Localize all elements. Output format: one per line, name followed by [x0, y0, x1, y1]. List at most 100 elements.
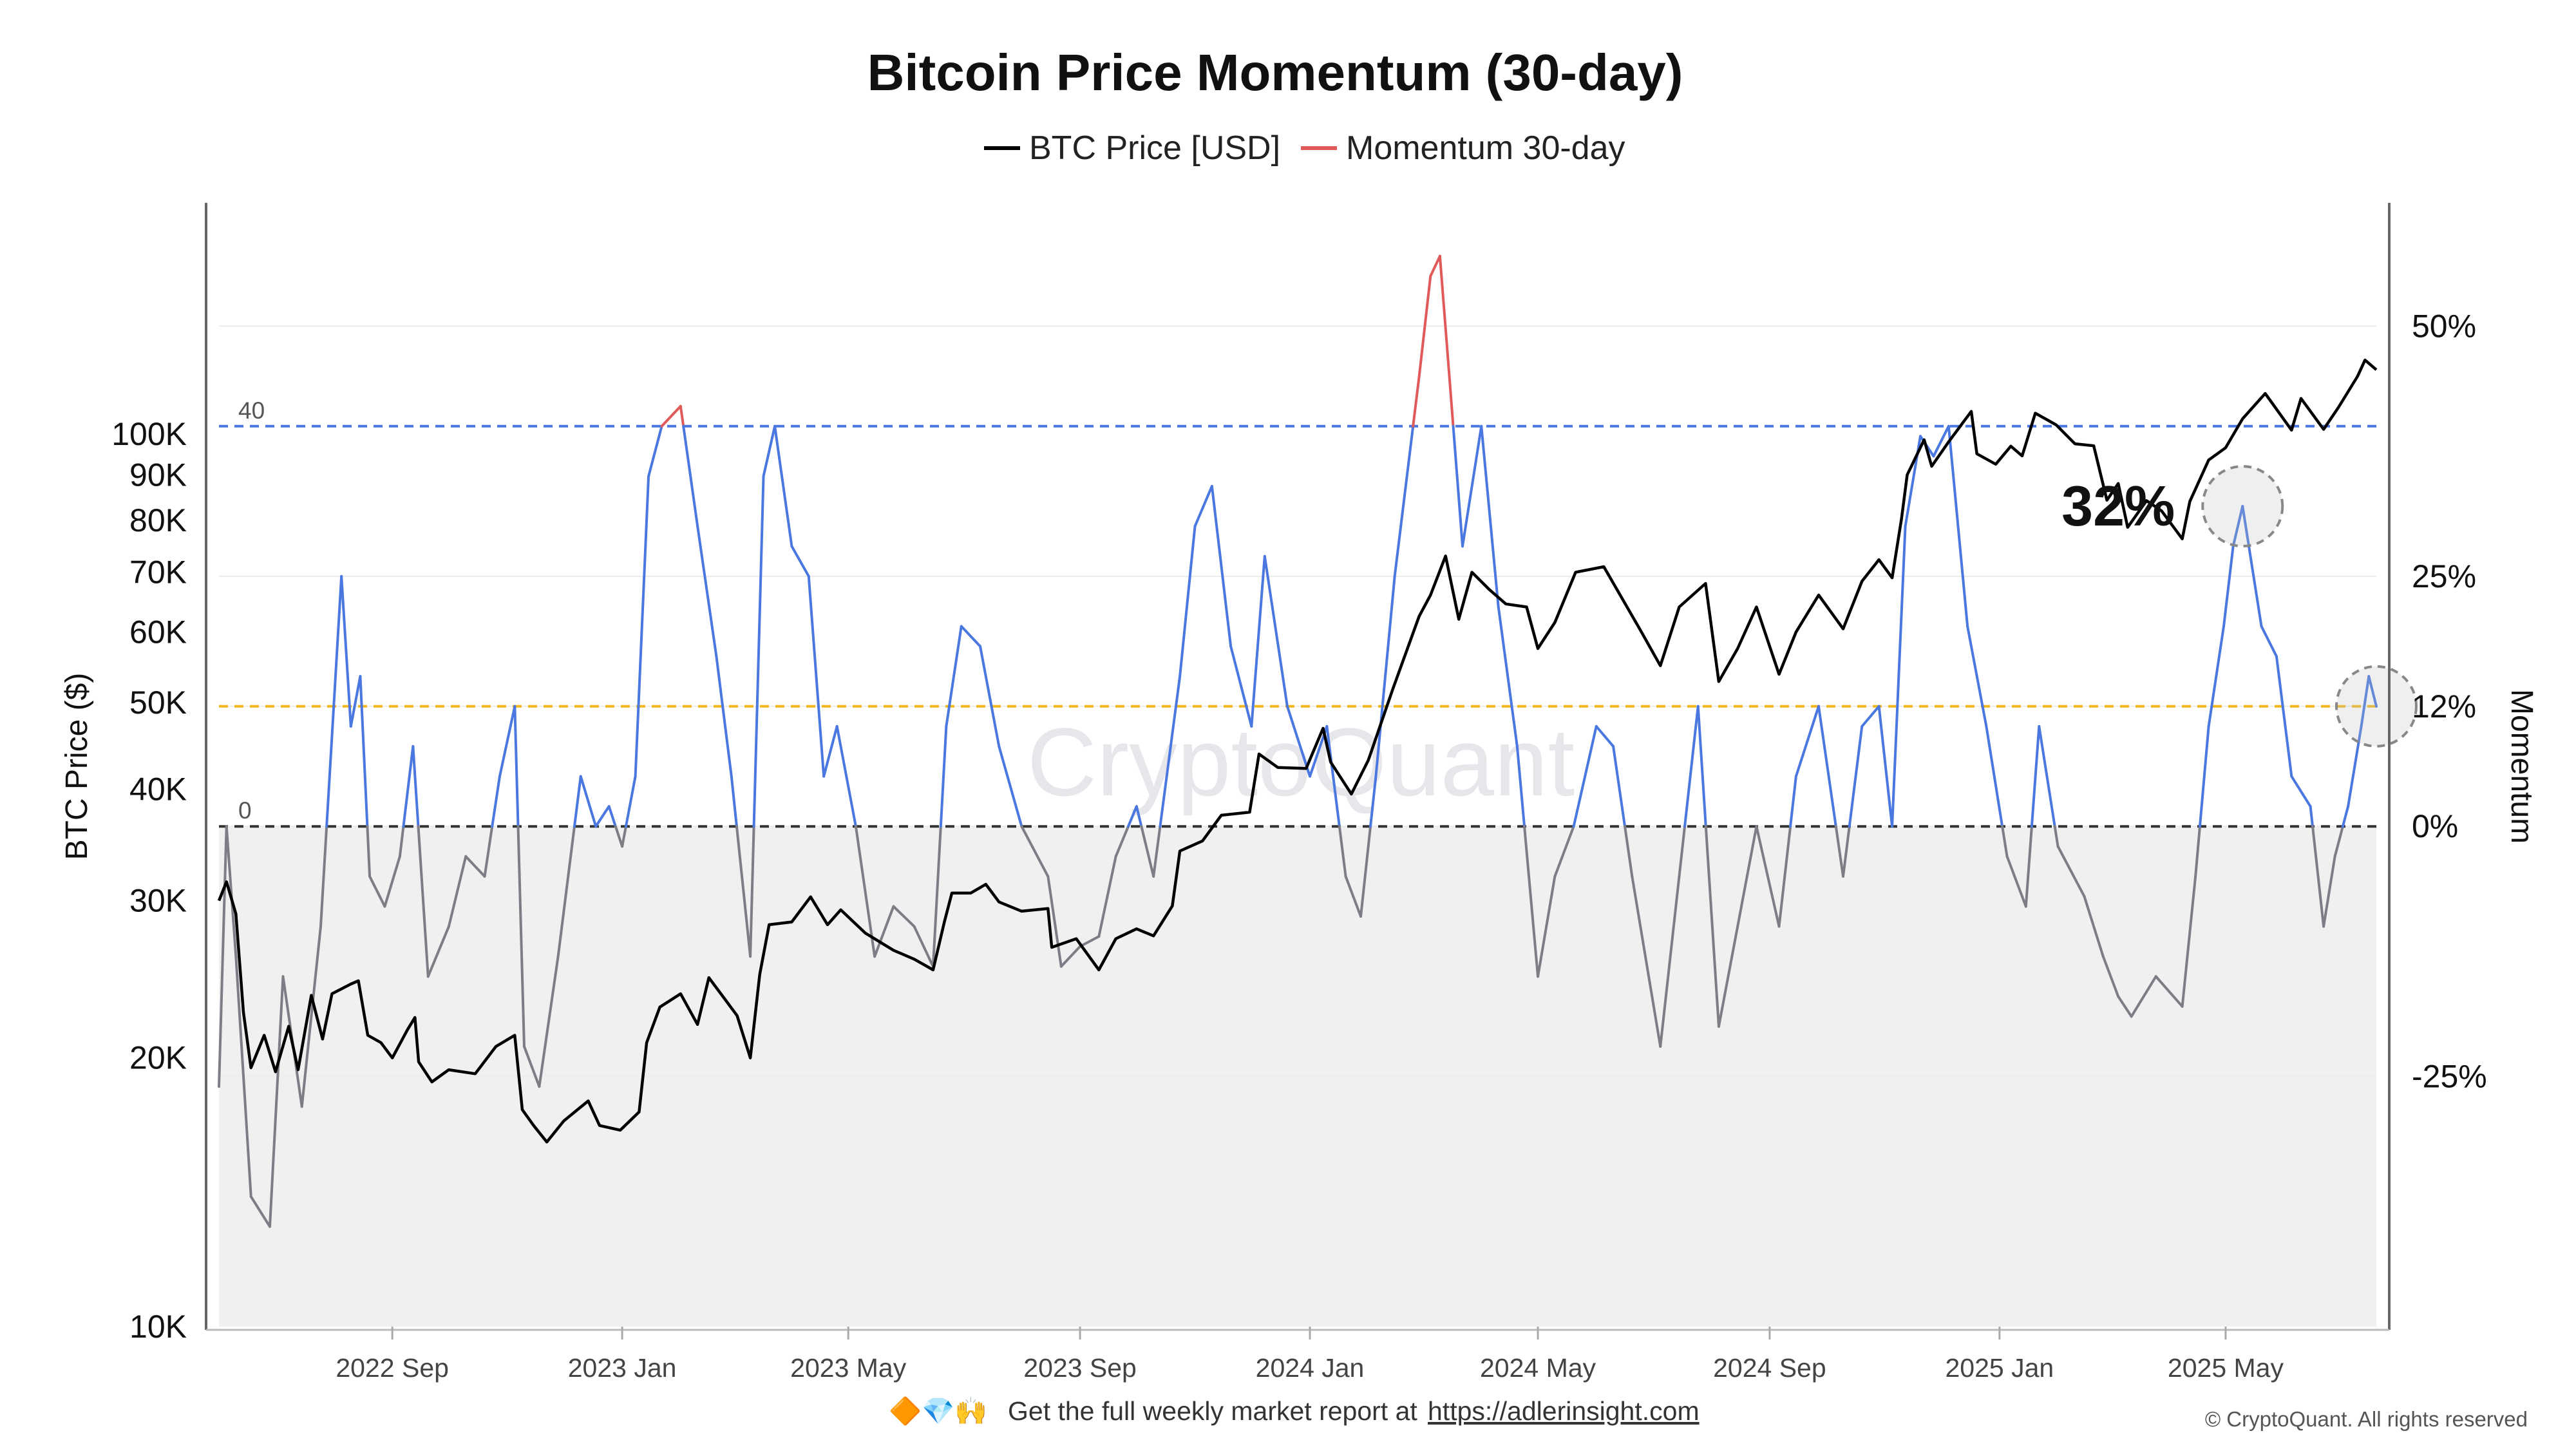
- momentum-segment: [1135, 805, 1143, 828]
- momentum-segment: [1452, 424, 1464, 548]
- momentum-segment: [660, 404, 682, 428]
- momentum-segment: [749, 825, 755, 958]
- momentum-segment: [2207, 625, 2226, 728]
- momentum-segment: [2181, 875, 2197, 1008]
- momentum-segment: [1229, 645, 1253, 728]
- momentum-segment: [2309, 805, 2315, 828]
- momentum-segment: [426, 925, 450, 978]
- chart-title: Bitcoin Price Momentum (30-day): [867, 44, 1683, 101]
- left-tick-label: 40K: [129, 771, 187, 807]
- legend-momentum-label: Momentum 30-day: [1346, 129, 1625, 167]
- momentum-segment: [1159, 675, 1182, 828]
- momentum-segment: [513, 705, 520, 828]
- momentum-segment: [1932, 424, 1950, 458]
- momentum-segment: [1861, 705, 1880, 728]
- momentum-segment: [1497, 605, 1519, 748]
- momentum-segment: [349, 675, 362, 728]
- momentum-segment: [1059, 945, 1082, 968]
- momentum-segment: [1595, 724, 1615, 748]
- momentum-segment: [2024, 825, 2033, 908]
- x-tick-label: 2022 Sep: [336, 1353, 449, 1383]
- x-tick-label: 2025 May: [2168, 1353, 2284, 1383]
- momentum-segment: [1891, 525, 1907, 828]
- price-line: [217, 358, 2378, 1144]
- momentum-segment: [1140, 825, 1155, 878]
- x-tick-label: 2025 Jan: [1945, 1353, 2054, 1383]
- momentum-segment: [1985, 724, 2004, 828]
- momentum-segment: [225, 825, 238, 958]
- momentum-segment: [2005, 855, 2027, 908]
- momentum-segment: [1683, 705, 1700, 828]
- momentum-segment: [1947, 424, 1969, 628]
- right-axis-title: Momentum: [2505, 689, 2539, 844]
- momentum-segment: [647, 424, 663, 478]
- momentum-segment: [607, 805, 617, 828]
- annotations: 32%: [2061, 465, 2418, 748]
- momentum-segment: [573, 775, 582, 828]
- footer-text: Get the full weekly market report at: [1008, 1396, 1417, 1426]
- momentum-segment: [1338, 825, 1347, 878]
- momentum-segment: [498, 705, 516, 778]
- momentum-segment: [2360, 675, 2371, 728]
- momentum-segment: [1631, 875, 1662, 1048]
- momentum-segment: [319, 825, 328, 928]
- momentum-segment: [1817, 705, 1837, 828]
- momentum-segment: [1696, 705, 1707, 828]
- momentum-segment: [854, 825, 876, 958]
- momentum-segment: [594, 805, 611, 828]
- x-tick-label: 2023 May: [790, 1353, 907, 1383]
- footer-link[interactable]: https://adlerinsight.com: [1428, 1396, 1700, 1426]
- momentum-segment: [1374, 574, 1396, 778]
- momentum-segment: [1097, 855, 1117, 938]
- momentum-segment: [1523, 825, 1540, 978]
- momentum-segment: [234, 955, 252, 1198]
- momentum-segment: [1755, 825, 1781, 928]
- momentum-segment: [359, 675, 369, 828]
- footer-emojis: 🔶💎🙌: [889, 1396, 987, 1426]
- annotation-circle: [2335, 665, 2418, 748]
- momentum-segment: [2030, 724, 2041, 828]
- momentum-segment: [960, 625, 982, 648]
- momentum-segment: [1789, 775, 1797, 828]
- momentum-segment: [696, 525, 718, 658]
- momentum-segment: [1393, 424, 1415, 578]
- footer: 🔶💎🙌 Get the full weekly market report at…: [889, 1396, 2528, 1431]
- momentum-segment: [218, 825, 228, 1088]
- momentum-segment: [1553, 825, 1575, 878]
- momentum-segment: [835, 724, 857, 828]
- momentum-segment: [1777, 825, 1792, 928]
- momentum-segment: [538, 955, 560, 1088]
- momentum-segment: [939, 724, 948, 828]
- momentum-segment: [1848, 724, 1864, 828]
- left-tick-label: 100K: [111, 416, 187, 452]
- momentum-segment: [807, 574, 826, 778]
- momentum-segment: [2001, 825, 2009, 858]
- momentum-segment: [1417, 274, 1432, 378]
- momentum-segment: [979, 645, 1001, 748]
- momentum-segment: [1193, 485, 1213, 528]
- momentum-segment: [2311, 825, 2325, 928]
- momentum-segment: [1263, 554, 1289, 708]
- momentum-segment: [2231, 505, 2244, 548]
- momentum-segment: [2056, 845, 2086, 898]
- momentum-segment: [2322, 855, 2336, 928]
- momentum-segment: [1612, 744, 1627, 828]
- momentum-segment: [1736, 825, 1758, 928]
- momentum-segment: [1624, 825, 1634, 878]
- momentum-segment: [1448, 375, 1455, 428]
- momentum-segment: [2222, 545, 2235, 628]
- annotation-label: 32%: [2061, 474, 2175, 538]
- left-tick-label: 20K: [129, 1040, 187, 1076]
- momentum-segment: [522, 1045, 541, 1088]
- momentum-segment: [2260, 625, 2278, 658]
- momentum-segment: [1877, 705, 1894, 828]
- momentum-segment: [398, 825, 405, 858]
- momentum-segment: [752, 475, 765, 828]
- momentum-segment: [402, 744, 415, 828]
- right-axis-ticks: 50% 25% 12% 0% -25%: [2412, 308, 2487, 1094]
- momentum-segment: [682, 424, 699, 528]
- right-tick-label: 0%: [2412, 808, 2458, 844]
- momentum-segment: [762, 424, 777, 478]
- x-tick-label: 2023 Jan: [568, 1353, 677, 1383]
- momentum-segment: [491, 775, 501, 828]
